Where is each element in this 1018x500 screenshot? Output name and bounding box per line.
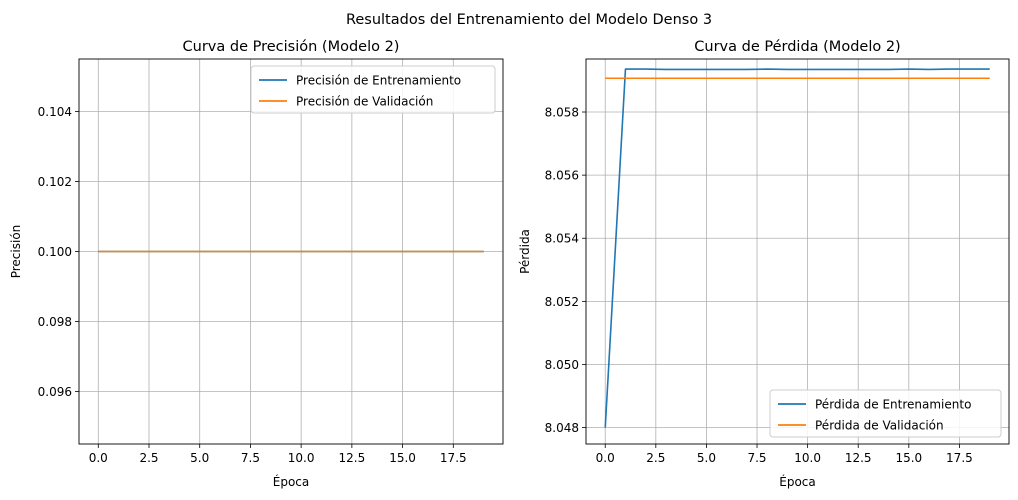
chart-title: Curva de Precisión (Modelo 2) xyxy=(183,39,400,55)
x-tick-label: 2.5 xyxy=(646,451,665,465)
y-tick-label: 8.052 xyxy=(545,295,579,309)
x-tick-label: 5.0 xyxy=(190,451,209,465)
x-axis-label: Época xyxy=(779,474,816,489)
y-tick-label: 8.058 xyxy=(545,106,579,120)
x-tick-label: 12.5 xyxy=(845,451,872,465)
loss-chart: 0.0 2.5 5.0 7.5 10.0 12.5 15.0 17.5 8.048 8.050 8.… xyxy=(518,39,1010,489)
y-tick-label: 8.054 xyxy=(545,232,579,246)
x-tick-label: 15.0 xyxy=(389,451,416,465)
legend: Pérdida de Entrenamiento Pérdida de Valid… xyxy=(769,389,1002,438)
legend-box xyxy=(250,65,496,114)
axes-frame xyxy=(78,58,504,445)
legend-label: Pérdida de Entrenamiento xyxy=(815,398,971,412)
y-tick-label: 0.098 xyxy=(38,315,72,329)
x-tick-label: 17.5 xyxy=(946,451,973,465)
y-tick-label: 0.096 xyxy=(38,385,72,399)
x-tick-label: 5.0 xyxy=(697,451,716,465)
y-tick-label: 0.100 xyxy=(38,245,72,259)
accuracy-chart: 0.0 2.5 5.0 7.5 10.0 12.5 15.0 17.5 0.096 0.098 0.… xyxy=(9,39,504,489)
figure-suptitle: Resultados del Entrenamiento del Modelo … xyxy=(346,12,712,28)
y-tick-label: 8.050 xyxy=(545,358,579,372)
legend-box xyxy=(769,389,1002,438)
x-tick-label: 0.0 xyxy=(89,451,108,465)
x-tick-label: 10.0 xyxy=(794,451,821,465)
y-tick-label: 8.056 xyxy=(545,169,579,183)
x-axis-label: Época xyxy=(273,474,310,489)
axes-frame xyxy=(585,58,1010,445)
chart-title: Curva de Pérdida (Modelo 2) xyxy=(694,39,900,55)
x-tick-label: 17.5 xyxy=(440,451,467,465)
x-tick-label: 0.0 xyxy=(596,451,615,465)
x-tick-label: 12.5 xyxy=(339,451,366,465)
x-tick-label: 10.0 xyxy=(288,451,315,465)
legend-label: Precisión de Entrenamiento xyxy=(296,74,461,88)
legend-label: Pérdida de Validación xyxy=(815,419,944,433)
legend-label: Precisión de Validación xyxy=(296,95,433,109)
series-line-training xyxy=(604,68,990,428)
x-tick-label: 2.5 xyxy=(139,451,158,465)
x-tick-label: 7.5 xyxy=(747,451,766,465)
y-tick-label: 0.102 xyxy=(38,175,72,189)
legend: Precisión de Entrenamiento Precisión de V… xyxy=(250,65,496,114)
y-axis-label: Precisión xyxy=(9,225,23,279)
x-tick-label: 15.0 xyxy=(895,451,922,465)
y-tick-label: 0.104 xyxy=(38,105,72,119)
y-tick-label: 8.048 xyxy=(545,421,579,435)
x-tick-label: 7.5 xyxy=(241,451,260,465)
y-axis-label: Pérdida xyxy=(518,229,532,274)
